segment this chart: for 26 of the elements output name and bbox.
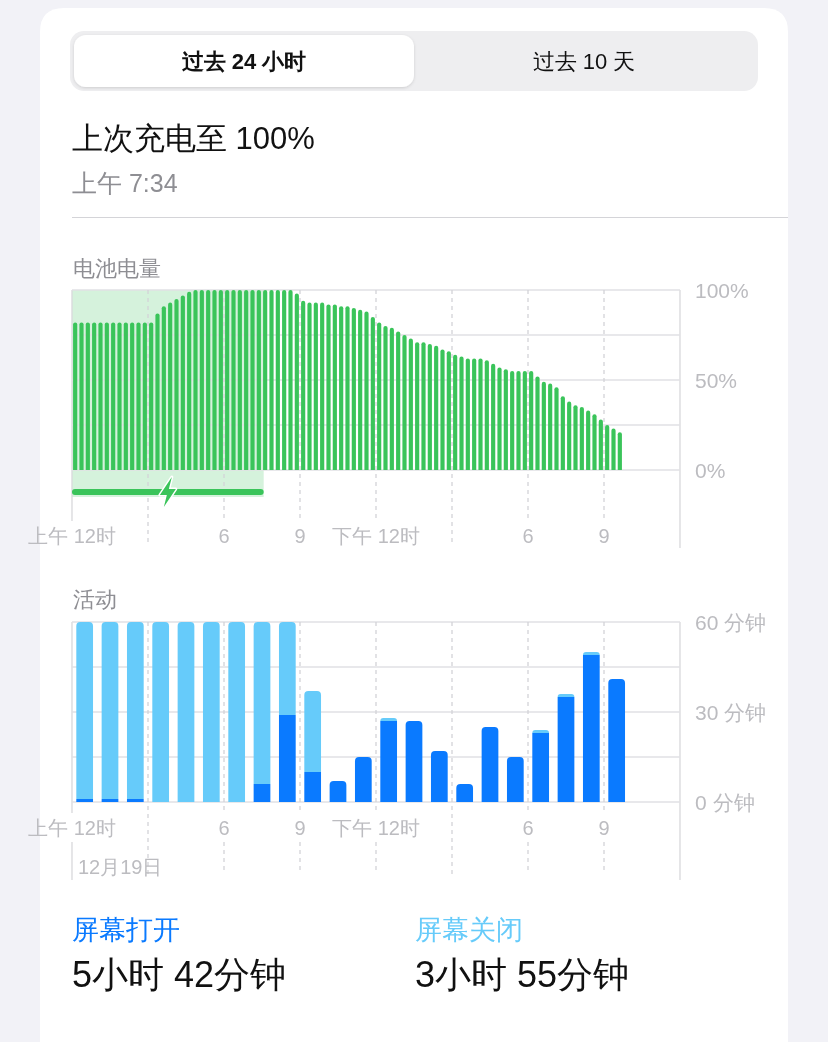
x-tick-label: 9 (598, 525, 610, 547)
text: 5小时 42分钟 (72, 954, 287, 995)
x-tick-label: 6 (218, 525, 230, 547)
x-tick-label: 9 (294, 525, 306, 547)
y-tick-label: 0% (695, 459, 726, 482)
y-tick-label: 50% (695, 369, 738, 392)
x-tick-label: 上午 12时 (28, 525, 116, 547)
x-tick-label: 9 (294, 817, 306, 839)
y-tick-label: 30 分钟 (695, 701, 767, 724)
y-tick-label: 60 分钟 (695, 611, 767, 634)
text: 上次充电至 100% (72, 121, 315, 156)
x-tick-label: 6 (218, 817, 230, 839)
x-tick-label: 6 (522, 817, 534, 839)
text: 上午 7:34 (72, 169, 178, 197)
x-tick-label: 6 (522, 525, 534, 547)
x-tick-label: 9 (598, 817, 610, 839)
x-tick-label: 下午 12时 (332, 525, 420, 547)
x-tick-label: 下午 12时 (332, 817, 420, 839)
text: 12月19日 (78, 856, 163, 878)
chart-title: 活动 (73, 587, 117, 612)
x-tick-label: 上午 12时 (28, 817, 116, 839)
y-tick-label: 0 分钟 (695, 791, 755, 814)
legend: 屏幕打开 屏幕关闭 (72, 915, 523, 945)
chart-title: 电池电量 (73, 256, 161, 281)
y-tick-label: 100% (695, 279, 749, 302)
text: 3小时 55分钟 (415, 954, 630, 995)
